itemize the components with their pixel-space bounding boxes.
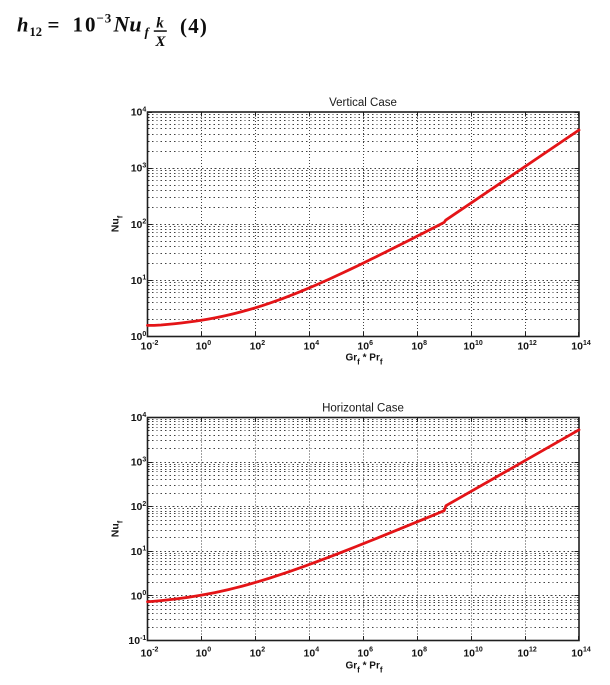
svg-text:10: 10 bbox=[73, 13, 98, 37]
svg-text:Horizontal Case: Horizontal Case bbox=[322, 403, 404, 415]
svg-text:Grf * Prf: Grf * Prf bbox=[345, 661, 382, 675]
svg-text:Nu: Nu bbox=[113, 12, 142, 37]
svg-text:=: = bbox=[48, 13, 60, 37]
svg-text:X: X bbox=[154, 34, 166, 50]
svg-text:Grf * Prf: Grf * Prf bbox=[345, 353, 382, 367]
svg-text:k: k bbox=[156, 16, 164, 32]
svg-text:Nuf: Nuf bbox=[110, 520, 125, 537]
svg-text:Vertical Case: Vertical Case bbox=[329, 97, 397, 109]
svg-text:f: f bbox=[145, 25, 151, 40]
svg-text:(4): (4) bbox=[180, 14, 208, 38]
svg-text:−3: −3 bbox=[97, 10, 113, 25]
svg-text:Nuf: Nuf bbox=[110, 215, 125, 232]
svg-text:h: h bbox=[17, 15, 28, 37]
svg-text:12: 12 bbox=[30, 25, 43, 39]
